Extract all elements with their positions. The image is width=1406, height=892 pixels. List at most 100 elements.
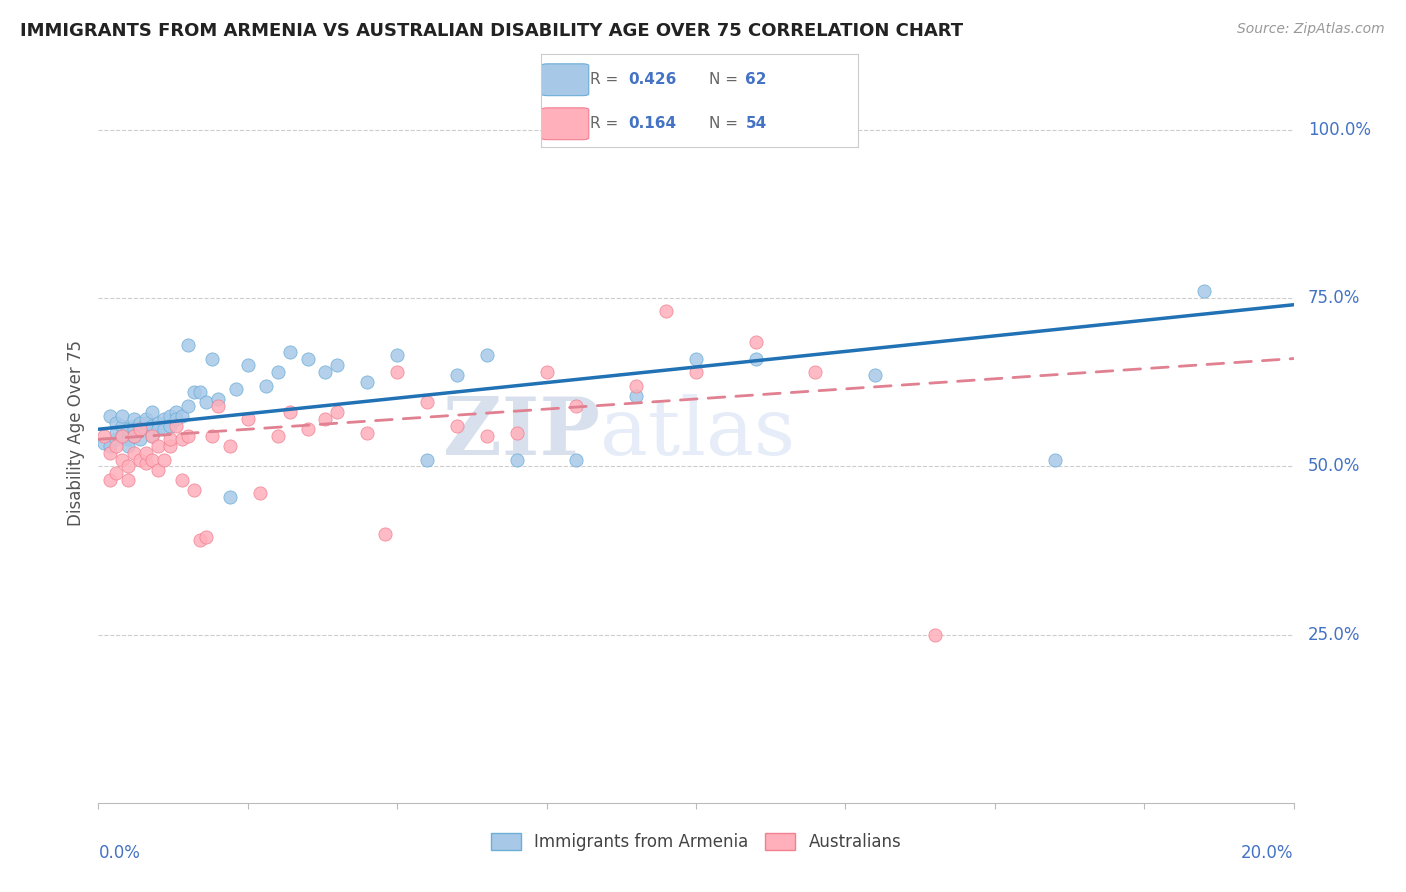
Point: [172, 433, 194, 447]
Point: [446, 368, 468, 383]
Point: [278, 344, 301, 359]
Text: R =: R =: [591, 72, 619, 87]
Point: [153, 412, 176, 426]
Point: [183, 385, 205, 400]
Point: [117, 433, 139, 447]
Point: [124, 429, 146, 443]
Text: R =: R =: [591, 116, 619, 131]
Point: [153, 452, 176, 467]
Point: [685, 365, 707, 379]
Point: [148, 439, 170, 453]
Point: [165, 418, 187, 433]
Point: [254, 378, 277, 392]
Point: [315, 365, 337, 379]
FancyBboxPatch shape: [541, 108, 589, 140]
Text: 20.0%: 20.0%: [1241, 844, 1294, 862]
Point: [111, 452, 134, 467]
Point: [129, 452, 152, 467]
Point: [297, 422, 319, 436]
Point: [236, 412, 259, 426]
Point: [135, 456, 157, 470]
Point: [159, 409, 181, 423]
Point: [129, 422, 152, 436]
Point: [141, 405, 163, 419]
Point: [105, 466, 128, 480]
Point: [165, 412, 187, 426]
Legend: Immigrants from Armenia, Australians: Immigrants from Armenia, Australians: [484, 826, 908, 857]
Point: [129, 422, 152, 436]
Point: [219, 490, 242, 504]
Point: [195, 530, 218, 544]
Point: [565, 399, 588, 413]
Text: 100.0%: 100.0%: [1308, 120, 1371, 139]
Point: [98, 439, 122, 453]
Y-axis label: Disability Age Over 75: Disability Age Over 75: [66, 340, 84, 525]
Point: [685, 351, 707, 366]
Point: [111, 429, 134, 443]
Point: [446, 418, 468, 433]
Point: [225, 382, 247, 396]
Point: [565, 452, 588, 467]
Point: [188, 385, 211, 400]
Point: [141, 429, 163, 443]
Point: [141, 418, 163, 433]
Point: [207, 392, 229, 406]
Point: [148, 416, 170, 430]
Point: [745, 351, 768, 366]
Point: [172, 473, 194, 487]
Point: [135, 412, 157, 426]
Point: [93, 435, 115, 450]
Point: [177, 338, 200, 352]
Text: ZIP: ZIP: [443, 393, 600, 472]
Point: [1043, 452, 1066, 467]
Point: [159, 433, 181, 447]
Point: [177, 429, 200, 443]
Point: [195, 395, 218, 409]
Point: [117, 459, 139, 474]
Text: 0.164: 0.164: [628, 116, 676, 131]
Point: [475, 429, 498, 443]
Point: [159, 439, 181, 453]
FancyBboxPatch shape: [541, 64, 589, 95]
Point: [141, 429, 163, 443]
Point: [124, 422, 146, 436]
Point: [267, 365, 290, 379]
Point: [626, 378, 648, 392]
Point: [172, 409, 194, 423]
Point: [117, 422, 139, 436]
Point: [865, 368, 887, 383]
Point: [105, 439, 128, 453]
Point: [111, 418, 134, 433]
Point: [385, 365, 409, 379]
Point: [506, 452, 529, 467]
Text: N =: N =: [709, 72, 738, 87]
Point: [475, 348, 498, 362]
Point: [98, 446, 122, 460]
Point: [124, 418, 146, 433]
Text: IMMIGRANTS FROM ARMENIA VS AUSTRALIAN DISABILITY AGE OVER 75 CORRELATION CHART: IMMIGRANTS FROM ARMENIA VS AUSTRALIAN DI…: [20, 22, 963, 40]
Point: [278, 405, 301, 419]
Text: 62: 62: [745, 72, 766, 87]
Point: [117, 439, 139, 453]
Point: [249, 486, 271, 500]
Point: [924, 627, 946, 641]
Text: 0.426: 0.426: [628, 72, 676, 87]
Point: [1192, 285, 1215, 299]
Text: N =: N =: [709, 116, 738, 131]
Point: [141, 452, 163, 467]
Point: [655, 304, 678, 318]
Point: [207, 399, 229, 413]
Point: [159, 418, 181, 433]
Point: [416, 452, 439, 467]
Point: [124, 429, 146, 443]
Point: [105, 425, 128, 440]
Point: [385, 348, 409, 362]
Point: [536, 365, 558, 379]
Point: [188, 533, 211, 548]
Point: [93, 429, 115, 443]
Point: [201, 351, 224, 366]
Point: [506, 425, 529, 440]
Point: [105, 416, 128, 430]
Point: [105, 433, 128, 447]
Point: [356, 375, 378, 389]
